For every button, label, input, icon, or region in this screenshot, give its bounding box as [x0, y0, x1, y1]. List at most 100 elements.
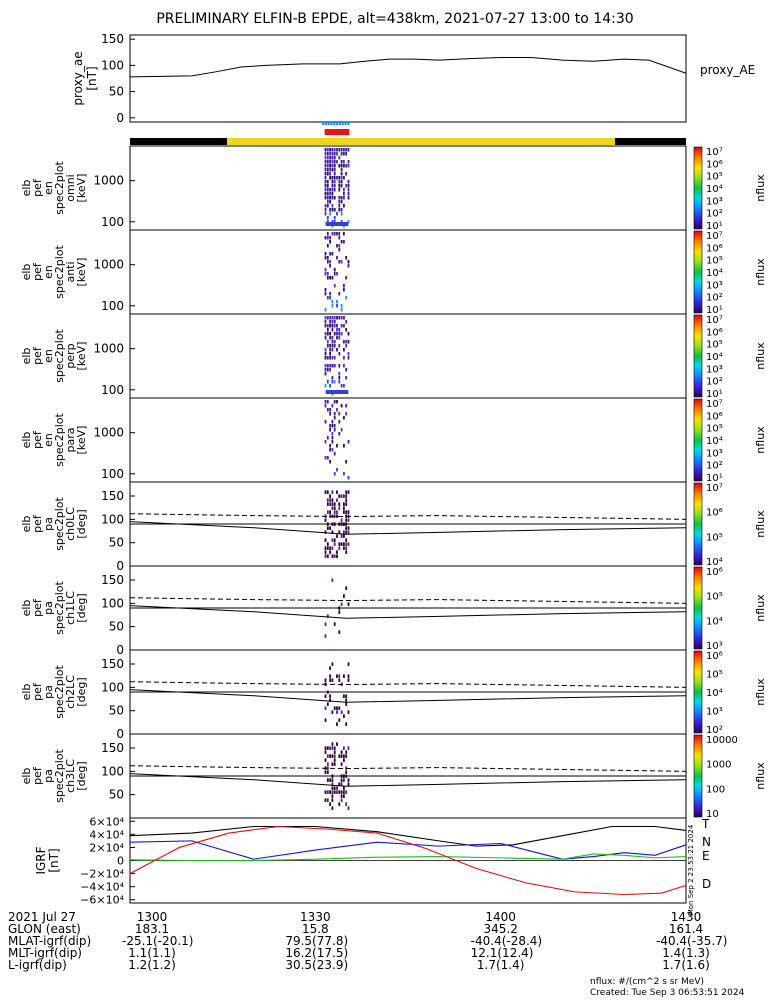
- spectrogram-pixel: [338, 432, 341, 436]
- spectrogram-pixel: [333, 340, 336, 344]
- colorbar-tick-label: 10000: [706, 735, 738, 746]
- spectrogram-pixel: [345, 368, 348, 372]
- pitch-angle-pixel: [345, 510, 348, 514]
- colorbar-tick-label: 10⁶: [706, 651, 723, 662]
- pitch-angle-pixel: [329, 498, 331, 502]
- spectrogram-pixel: [324, 292, 327, 296]
- pitch-angle-pixel: [329, 698, 331, 702]
- spectrogram-pixel: [331, 192, 334, 196]
- pitch-angle-pixel: [331, 794, 334, 798]
- spectrogram-pixel: [329, 160, 331, 164]
- pitch-angle-pixel: [331, 530, 334, 534]
- units-note: nflux: #/(cm^2 s sr MeV): [590, 977, 704, 987]
- spectrogram-pixel: [340, 172, 343, 176]
- pitch-angle-pixel: [347, 530, 350, 534]
- spectrogram-ylabel: en: [42, 433, 55, 447]
- spectrogram-pixel: [326, 188, 329, 192]
- spectrogram-pixel: [329, 324, 331, 328]
- colorbar-tick-label: 10⁵: [706, 424, 723, 435]
- pitch-angle-pixel: [338, 706, 341, 710]
- spectrogram-pixel: [329, 192, 331, 196]
- pitch-angle-pixel: [345, 518, 348, 522]
- bfield-legend-E: E: [702, 849, 710, 863]
- pitch-angle-pixel: [338, 678, 341, 682]
- bfield-tick-label: 4×10⁴: [89, 828, 124, 841]
- pitch-angle-ylabel: elb: [20, 684, 33, 701]
- spectrogram-pixel: [324, 356, 327, 360]
- spectrogram-pixel: [329, 408, 331, 412]
- spectrogram-tick-label: 1000: [93, 426, 124, 440]
- spectrogram-pixel: [331, 204, 334, 208]
- spectrogram-pixel: [329, 200, 331, 204]
- spectrogram-pixel: [340, 200, 343, 204]
- pitch-angle-pixel: [347, 518, 350, 522]
- spectrogram-pixel: [340, 304, 343, 308]
- pitch-angle-pixel: [347, 602, 350, 606]
- pitch-angle-pixel: [324, 746, 327, 750]
- spectrogram-pixel: [324, 176, 327, 180]
- spectrogram-pixel: [338, 336, 341, 340]
- spectrogram-pixel: [329, 252, 331, 256]
- spectrogram-pixel: [333, 220, 336, 224]
- spectrogram-pixel: [324, 164, 327, 168]
- footer-row-label: L-igrf(dip): [8, 958, 67, 972]
- spectrogram-frame: [129, 397, 687, 483]
- spectrogram-ylabel: en: [42, 349, 55, 363]
- spectrogram-pixel: [336, 468, 338, 472]
- footer-row-label: MLT-igrf(dip): [8, 946, 82, 960]
- spectrogram-pixel: [345, 344, 348, 348]
- spectrogram-pixel: [331, 376, 334, 380]
- spectrogram-pixel: [333, 232, 336, 236]
- spectrogram-pixel: [329, 316, 331, 320]
- colorbar-tick-label: 10³: [706, 707, 723, 718]
- spectrogram-pixel: [340, 316, 343, 320]
- spectrogram-pixel: [331, 252, 334, 256]
- pitch-angle-pixel: [326, 498, 329, 502]
- colorbar-tick-label: 10²: [706, 377, 723, 388]
- pitch-angle-pixel: [338, 546, 341, 550]
- spectrogram-pixel: [345, 148, 348, 152]
- footer-value: 30.5(23.9): [285, 958, 349, 972]
- spectrogram-pixel: [336, 160, 338, 164]
- pitch-angle-pixel: [333, 762, 336, 766]
- pitch-angle-pixel: [333, 754, 336, 758]
- spectrogram-pixel: [343, 444, 345, 448]
- pitch-angle-tick-label: 100: [101, 596, 124, 610]
- spectrogram-pixel: [326, 364, 329, 368]
- spectrogram-pixel: [326, 180, 329, 184]
- pitch-angle-pixel: [324, 770, 327, 774]
- pitch-angle-pixel: [338, 542, 341, 546]
- spectrogram-pixel: [331, 180, 334, 184]
- spectrogram-pixel: [343, 164, 345, 168]
- colorbar-tick-label: 10³: [706, 280, 723, 291]
- spectrogram-pixel: [338, 176, 341, 180]
- spectrogram-pixel: [333, 412, 336, 416]
- spectrogram-pixel: [338, 232, 341, 236]
- pitch-angle-pixel: [331, 490, 334, 494]
- antiloss-cone-line: [129, 681, 687, 688]
- spectrogram-pixel: [326, 340, 329, 344]
- spectrogram-pixel: [324, 196, 327, 200]
- spectrogram-pixel: [343, 240, 345, 244]
- orbit-bar-night: [614, 138, 686, 145]
- colorbar-tick-label: 10¹: [706, 389, 723, 400]
- spectrogram-pixel: [343, 288, 345, 292]
- spectrogram-pixel: [345, 276, 348, 280]
- pitch-angle-pixel: [347, 678, 350, 682]
- spectrogram-pixel: [347, 220, 350, 224]
- pitch-angle-pixel: [347, 710, 350, 714]
- pitch-angle-pixel: [347, 490, 350, 494]
- colorbar-label: nflux: [754, 426, 767, 454]
- spectrogram-ylabel: pef: [31, 346, 44, 365]
- spectrogram-pixel: [347, 164, 350, 168]
- spectrogram-pixel: [324, 440, 327, 444]
- science-zone-tick: [347, 121, 350, 125]
- spectrogram-pixel: [333, 364, 336, 368]
- pitch-angle-pixel: [326, 490, 329, 494]
- science-zone-tick: [330, 121, 333, 125]
- spectrogram-pixel: [340, 168, 343, 172]
- spectrogram-pixel: [324, 272, 327, 276]
- spectrogram-pixel: [324, 160, 327, 164]
- spectrogram-pixel: [340, 308, 343, 312]
- pitch-angle-pixel: [336, 710, 338, 714]
